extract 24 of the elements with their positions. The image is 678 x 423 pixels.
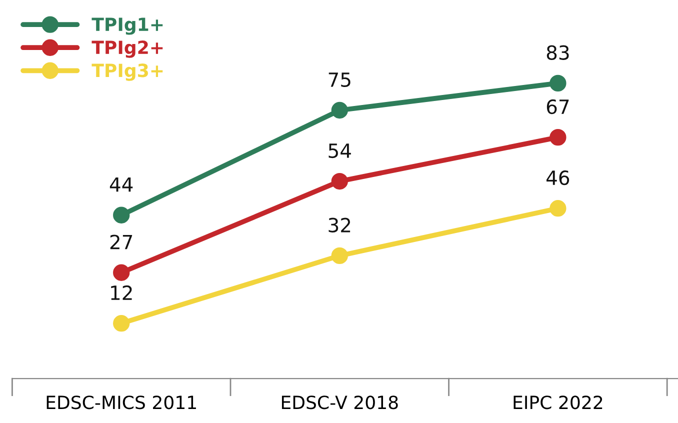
data-label: 12	[111, 285, 132, 300]
point	[331, 172, 348, 190]
point	[113, 315, 130, 332]
point	[331, 102, 348, 119]
data-label: 44	[110, 177, 133, 192]
point	[550, 200, 566, 217]
point	[550, 74, 566, 92]
data-label: 46	[546, 170, 570, 186]
data-label: 27	[110, 234, 132, 250]
x-tick-label: EIPC 2022	[514, 396, 602, 410]
x-tick-label: EDSC-V 2018	[282, 396, 398, 410]
data-label: 75	[328, 72, 350, 88]
data-label: 67	[546, 99, 569, 114]
legend-label: TPIg3+	[92, 64, 163, 81]
data-label: 54	[328, 144, 351, 158]
point	[113, 264, 130, 281]
data-label: 83	[546, 45, 569, 60]
point	[113, 206, 130, 224]
data-label: 32	[328, 218, 350, 232]
x-tick-label: EDSC-MICS 2011	[46, 396, 196, 410]
legend-label: TPIg1+	[92, 18, 163, 35]
point	[550, 128, 566, 146]
point	[331, 247, 348, 264]
legend-label: TPIg2+	[92, 40, 163, 58]
